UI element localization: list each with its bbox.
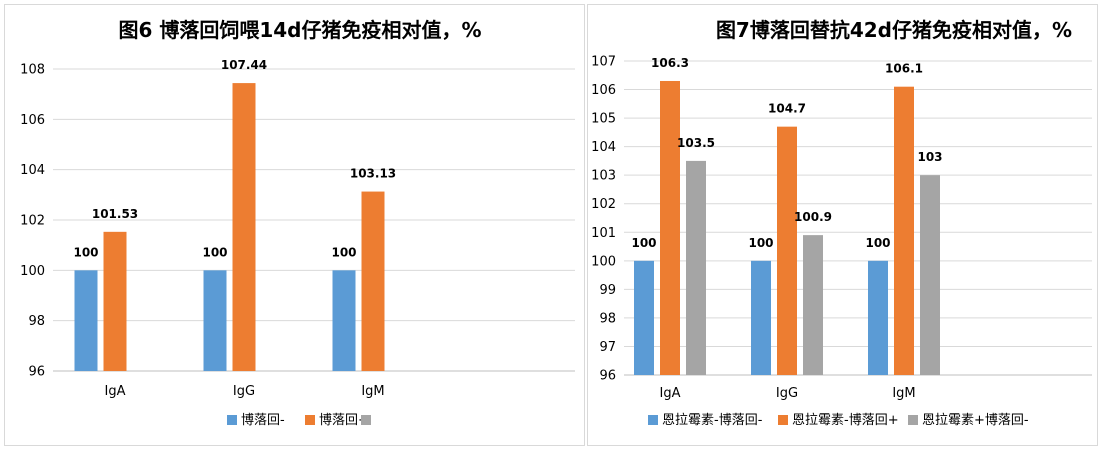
legend-label-series-1: 恩拉霉素-博落回-: [662, 413, 763, 428]
bar-IgG-series-2: [232, 83, 256, 372]
bar-IgG-series-1: [751, 260, 771, 375]
legend-label-series-3: 恩拉霉素+博落回-: [922, 413, 1029, 428]
data-label: 103.13: [350, 167, 396, 181]
bar-IgA-series-3: [686, 160, 706, 375]
bar-IgM-series-3: [920, 175, 940, 375]
legend-swatch-series-1: [227, 415, 237, 425]
legend-swatch-series-2: [778, 415, 788, 425]
data-label: 100: [331, 245, 356, 259]
data-label: 100: [73, 245, 98, 259]
legend-label-series-1: 博落回-: [241, 413, 285, 428]
x-category-label: IgA: [105, 384, 126, 399]
x-category-label: IgM: [361, 384, 384, 399]
y-tick-label: 107: [591, 55, 616, 70]
data-label: 100: [202, 245, 227, 259]
data-label: 106.3: [651, 56, 689, 70]
bar-IgM-series-2: [894, 86, 914, 375]
bar-IgG-series-3: [803, 235, 823, 375]
legend-swatch-series-1: [648, 415, 658, 425]
x-category-label: IgA: [660, 386, 681, 401]
y-tick-label: 106: [591, 83, 616, 98]
y-tick-label: 106: [20, 113, 45, 128]
y-tick-label: 99: [599, 283, 616, 298]
bar-IgG-series-1: [203, 270, 227, 371]
legend-swatch-series-3: [361, 415, 371, 425]
chart-fig6: 图6 博落回饲喂14d仔猪免疫相对值，% 96 98 100 102 104 106 108 1…: [20, 18, 575, 428]
data-label: 106.1: [885, 62, 923, 76]
legend-label-series-2: 恩拉霉素-博落回+: [792, 413, 899, 428]
y-tick-label: 102: [591, 197, 616, 212]
bar-IgA-series-2: [103, 231, 127, 371]
y-tick-label: 101: [591, 226, 616, 241]
legend-swatch-series-2: [305, 415, 315, 425]
chart-title: 图7博落回替抗42d仔猪免疫相对值，%: [716, 18, 1072, 42]
chart-panel-fig7: 图7博落回替抗42d仔猪免疫相对值，% 96 97 98 99 100 101 102 103 1…: [587, 4, 1098, 446]
bar-IgA-series-2: [660, 80, 680, 376]
y-tick-label: 100: [20, 264, 45, 279]
bar-IgG-series-2: [777, 126, 797, 376]
chart-fig7: 图7博落回替抗42d仔猪免疫相对值，% 96 97 98 99 100 101 102 103 1…: [591, 18, 1092, 428]
x-category-label: IgG: [233, 384, 255, 399]
y-tick-label: 98: [28, 314, 45, 329]
y-tick-label: 105: [591, 112, 616, 127]
bar-IgM-series-1: [332, 270, 356, 371]
data-label: 100: [748, 236, 773, 250]
bar-IgM-series-1: [868, 260, 888, 375]
data-label: 103.5: [677, 136, 715, 150]
y-tick-label: 96: [28, 365, 45, 380]
legend-swatch-series-3: [908, 415, 918, 425]
y-tick-label: 104: [20, 163, 45, 178]
chart-title: 图6 博落回饲喂14d仔猪免疫相对值，%: [118, 18, 481, 42]
bar-IgA-series-1: [634, 260, 654, 375]
bar-IgA-series-1: [74, 270, 98, 371]
data-label: 100: [865, 236, 890, 250]
x-category-label: IgM: [892, 386, 915, 401]
y-tick-label: 98: [599, 311, 616, 326]
y-tick-label: 97: [599, 340, 616, 355]
y-tick-label: 102: [20, 214, 45, 229]
bar-IgM-series-2: [361, 191, 385, 371]
y-tick-label: 103: [591, 169, 616, 184]
data-label: 101.53: [92, 207, 138, 221]
y-tick-label: 100: [591, 254, 616, 269]
legend-label-series-2: 博落回+: [319, 413, 369, 428]
data-label: 103: [917, 150, 942, 164]
data-label: 100.9: [794, 210, 832, 224]
y-tick-label: 108: [20, 63, 45, 78]
data-label: 100: [631, 236, 656, 250]
chart-panel-fig6: 图6 博落回饲喂14d仔猪免疫相对值，% 96 98 100 102 104 106 108 1…: [4, 4, 585, 446]
data-label: 104.7: [768, 102, 806, 116]
data-label: 107.44: [221, 58, 267, 72]
x-category-label: IgG: [776, 386, 798, 401]
y-tick-label: 96: [599, 369, 616, 384]
y-tick-label: 104: [591, 140, 616, 155]
